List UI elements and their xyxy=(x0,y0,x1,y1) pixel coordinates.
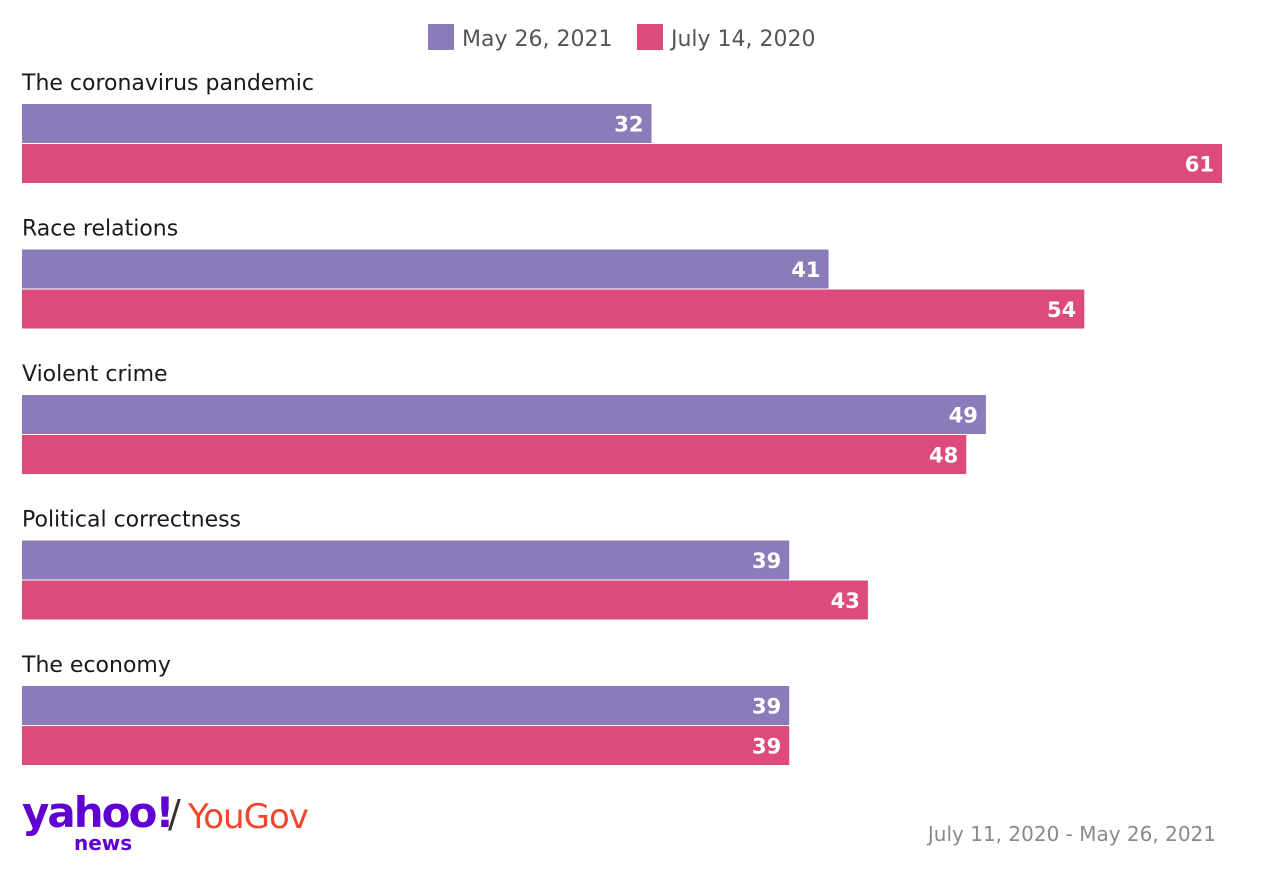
bar xyxy=(22,435,967,474)
data-label: 49 xyxy=(949,404,978,428)
bar xyxy=(22,395,986,434)
data-label: 39 xyxy=(752,549,781,573)
data-label: 32 xyxy=(614,113,643,137)
category-label: The coronavirus pandemic xyxy=(21,71,314,96)
bar-group: The economy 39 39 xyxy=(21,653,790,765)
bar-group: The coronavirus pandemic 32 61 xyxy=(21,71,1222,183)
legend-label-2: July 14, 2020 xyxy=(669,27,816,52)
legend-swatch-1 xyxy=(428,24,454,50)
yahoo-news-logo: news xyxy=(74,831,133,855)
category-label: Violent crime xyxy=(22,362,168,387)
data-label: 48 xyxy=(929,444,958,468)
category-label: The economy xyxy=(21,653,171,678)
data-label: 54 xyxy=(1047,298,1076,322)
data-label: 43 xyxy=(831,589,860,613)
data-label: 41 xyxy=(791,258,820,282)
category-label: Political correctness xyxy=(22,508,241,533)
bar xyxy=(22,726,790,765)
bar xyxy=(22,540,790,580)
category-label: Race relations xyxy=(22,217,178,242)
bar-group: Violent crime 49 48 xyxy=(22,362,986,474)
date-range: July 11, 2020 - May 26, 2021 xyxy=(927,822,1216,846)
bar xyxy=(22,104,652,143)
logo-separator: / xyxy=(168,792,181,836)
legend: May 26, 2021 July 14, 2020 xyxy=(428,24,816,52)
bar xyxy=(22,686,790,725)
bar xyxy=(22,289,1085,329)
bar xyxy=(22,249,829,289)
bar-chart: May 26, 2021 July 14, 2020 The coronaviru… xyxy=(21,24,1222,765)
yougov-logo: YouGov xyxy=(188,797,309,837)
data-label: 39 xyxy=(752,735,781,759)
bar-groups: The coronavirus pandemic 32 61 Race relatio… xyxy=(21,71,1222,765)
bar xyxy=(22,144,1222,183)
legend-label-1: May 26, 2021 xyxy=(462,27,612,52)
bar-group: Race relations 41 54 xyxy=(22,217,1085,329)
bar xyxy=(22,580,868,620)
data-label: 61 xyxy=(1185,153,1214,177)
data-label: 39 xyxy=(752,695,781,719)
bar-group: Political correctness 39 43 xyxy=(22,508,868,620)
legend-swatch-2 xyxy=(637,24,663,50)
yahoo-logo: yahoo! xyxy=(22,788,174,837)
